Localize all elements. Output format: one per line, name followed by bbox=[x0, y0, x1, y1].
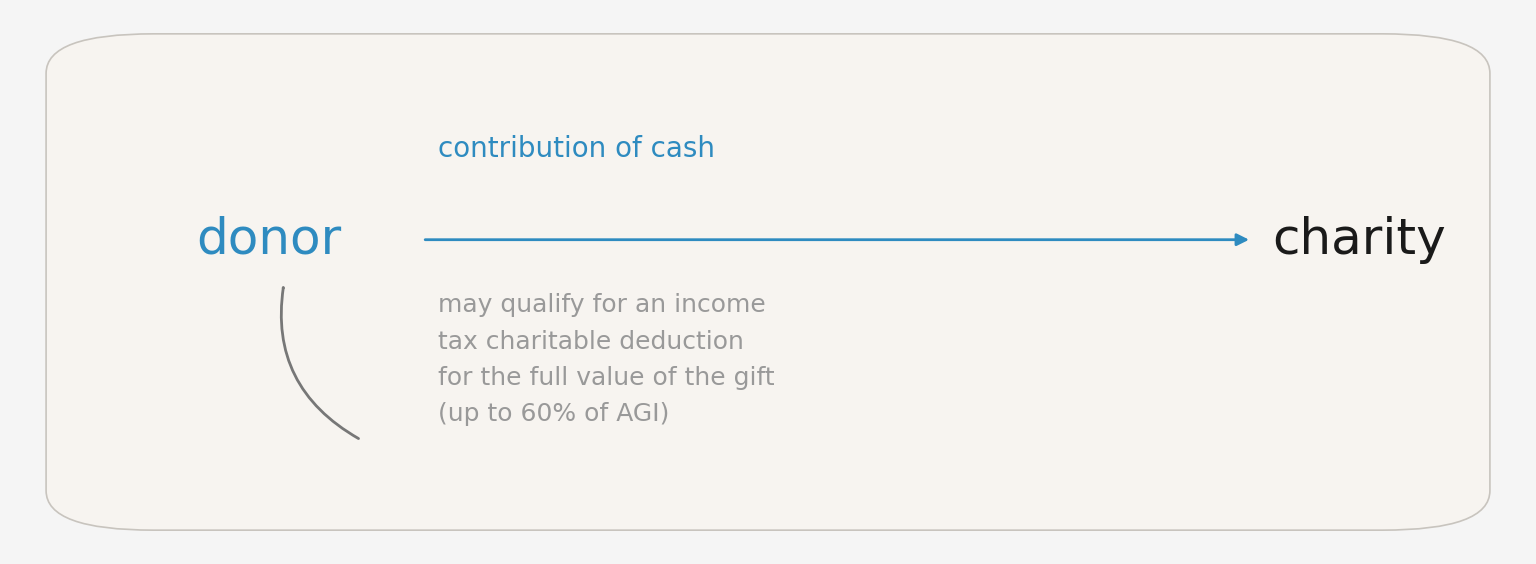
FancyArrowPatch shape bbox=[281, 288, 358, 439]
Text: contribution of cash: contribution of cash bbox=[438, 135, 714, 164]
FancyBboxPatch shape bbox=[46, 34, 1490, 530]
Text: may qualify for an income
tax charitable deduction
for the full value of the gif: may qualify for an income tax charitable… bbox=[438, 293, 774, 426]
Text: donor: donor bbox=[197, 215, 341, 264]
Text: charity: charity bbox=[1272, 215, 1447, 264]
